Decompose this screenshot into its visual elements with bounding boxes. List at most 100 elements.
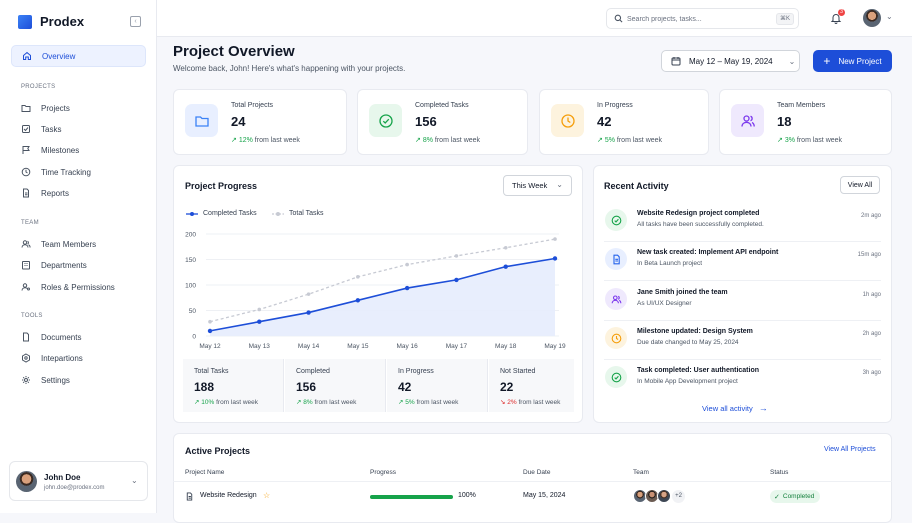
stat-delta: ↗ 8% from last week <box>415 136 480 144</box>
x-tick-label: May 16 <box>396 343 418 350</box>
clock-icon <box>605 327 627 349</box>
x-tick-label: May 19 <box>544 343 566 350</box>
chevron-down-icon[interactable]: ⌄ <box>886 12 893 21</box>
y-tick-label: 200 <box>185 232 196 239</box>
chevron-down-icon: ⌄ <box>556 180 563 189</box>
stat-card-team-members[interactable]: Team Members 18 ↗ 3% from last week <box>719 89 892 155</box>
collapse-sidebar-icon[interactable]: ‹ <box>130 16 141 27</box>
sidebar-item-team-members[interactable]: Team Members <box>11 233 146 255</box>
progress-bar-fill <box>370 495 453 499</box>
sidebar-item-label: Reports <box>41 188 70 198</box>
user-name: John Doe <box>44 473 81 482</box>
summary-total-tasks: Total Tasks 188 ↗ 10% from last week <box>183 359 284 412</box>
section-label-tools: TOOLS <box>21 313 43 319</box>
section-label-team: TEAM <box>21 220 39 226</box>
sidebar-item-projects[interactable]: Projects <box>11 97 146 119</box>
activity-subtitle: Due date changed to May 25, 2024 <box>637 339 739 346</box>
date-range-label: May 12 – May 19, 2024 <box>689 56 773 66</box>
trend-up-icon: ↗ <box>398 399 404 406</box>
check-circle-icon <box>605 209 627 231</box>
sidebar-item-tasks[interactable]: Tasks <box>11 118 146 140</box>
x-tick-label: May 17 <box>446 343 468 350</box>
activity-time: 15m ago <box>857 252 881 258</box>
activity-item[interactable]: New task created: Implement API endpoint… <box>604 242 881 281</box>
header-avatar[interactable] <box>863 9 881 27</box>
users-icon <box>605 288 627 310</box>
sidebar-item-label: Documents <box>41 332 82 342</box>
summary-delta: ↘ 2% from last week <box>500 398 560 406</box>
page-title: Project Overview <box>173 43 295 60</box>
calendar-icon <box>671 57 681 66</box>
view-all-projects-link[interactable]: View All Projects <box>824 446 876 453</box>
sidebar-item-label: Intepartions <box>41 353 83 363</box>
sidebar-item-label: Departments <box>41 260 87 270</box>
data-point-completed-tasks <box>503 264 508 269</box>
activity-subtitle: As UI/UX Designer <box>637 300 692 307</box>
column-header-team[interactable]: Team <box>633 469 649 476</box>
data-point-total-tasks <box>405 262 409 267</box>
sidebar-item-roles-permissions[interactable]: Roles & Permissions <box>11 276 146 298</box>
legend-total: Total Tasks <box>272 210 324 217</box>
column-header-due-date[interactable]: Due Date <box>523 469 551 476</box>
trend-down-icon: ↘ <box>500 399 506 406</box>
column-header-progress[interactable]: Progress <box>370 469 397 476</box>
sidebar-item-documents[interactable]: Documents <box>11 326 146 348</box>
sidebar-item-reports[interactable]: Reports <box>11 182 146 204</box>
sidebar-item-integrations[interactable]: Intepartions <box>11 347 146 369</box>
x-tick-label: May 14 <box>298 343 320 350</box>
date-range-picker[interactable]: May 12 – May 19, 2024 ⌄ <box>661 50 800 72</box>
view-all-button[interactable]: View All <box>840 176 880 194</box>
sidebar-item-milestones[interactable]: Milestones <box>11 139 146 161</box>
bell-icon[interactable] <box>830 12 842 24</box>
search-input[interactable] <box>627 13 767 25</box>
completed-area <box>210 258 555 336</box>
sidebar-item-settings[interactable]: Settings <box>11 369 146 391</box>
chevron-down-icon[interactable]: ⌄ <box>131 476 138 485</box>
check-circle-icon <box>369 104 402 137</box>
stat-label: Team Members <box>777 102 826 109</box>
home-icon <box>22 51 32 61</box>
activity-item[interactable]: Task completed: User authentication In M… <box>604 360 881 399</box>
stat-card-in-progress[interactable]: In Progress 42 ↗ 5% from last week <box>539 89 709 155</box>
sidebar-item-overview[interactable]: Overview <box>11 45 146 67</box>
stat-card-total-projects[interactable]: Total Projects 24 ↗ 12% from last week <box>173 89 347 155</box>
data-point-total-tasks <box>257 307 262 312</box>
star-icon[interactable]: ☆ <box>263 491 271 500</box>
team-more-count[interactable]: +2 <box>672 490 685 503</box>
stat-label: Total Projects <box>231 102 274 109</box>
y-tick-label: 0 <box>192 334 196 341</box>
y-tick-label: 150 <box>185 257 196 264</box>
stat-card-completed-tasks[interactable]: Completed Tasks 156 ↗ 8% from last week <box>357 89 528 155</box>
plus-icon: + <box>823 54 831 68</box>
activity-subtitle: In Beta Launch project <box>637 260 703 267</box>
data-point-total-tasks <box>503 245 508 250</box>
project-name[interactable]: Website Redesign <box>200 492 257 499</box>
sidebar-item-departments[interactable]: Departments <box>11 254 146 276</box>
legend-label: Completed Tasks <box>203 210 257 217</box>
period-select[interactable]: This Week ⌄ <box>503 175 572 196</box>
view-all-activity-link[interactable]: View all activity → <box>702 403 768 413</box>
activity-item[interactable]: Website Redesign project completed All t… <box>604 203 881 242</box>
summary-completed: Completed 156 ↗ 8% from last week <box>285 359 386 412</box>
document-icon <box>186 492 193 501</box>
search-box[interactable]: ⌘K <box>606 8 799 29</box>
trend-up-icon: ↗ <box>194 399 200 406</box>
activity-time: 2h ago <box>862 331 881 337</box>
stat-delta: ↗ 12% from last week <box>231 136 300 144</box>
column-header-project-name[interactable]: Project Name <box>185 469 225 476</box>
stat-delta: ↗ 3% from last week <box>777 136 842 144</box>
activity-item[interactable]: Jane Smith joined the team As UI/UX Desi… <box>604 282 881 321</box>
sidebar-item-label: Team Members <box>41 239 97 249</box>
sidebar-item-time-tracking[interactable]: Time Tracking <box>11 161 146 183</box>
user-card[interactable]: John Doe john.doe@prodex.com ⌄ <box>9 461 148 501</box>
activity-subtitle: In Mobile App Development project <box>637 378 738 385</box>
new-project-button[interactable]: + New Project <box>813 50 892 72</box>
activity-item[interactable]: Milestone updated: Design System Due dat… <box>604 321 881 360</box>
logo[interactable]: Prodex <box>18 14 84 29</box>
column-header-status[interactable]: Status <box>770 469 789 476</box>
clock-icon <box>551 104 584 137</box>
progress-label: 100% <box>458 492 476 499</box>
summary-delta: ↗ 8% from last week <box>296 398 356 406</box>
panel-title: Project Progress <box>185 181 258 191</box>
team-avatar[interactable] <box>657 489 671 503</box>
